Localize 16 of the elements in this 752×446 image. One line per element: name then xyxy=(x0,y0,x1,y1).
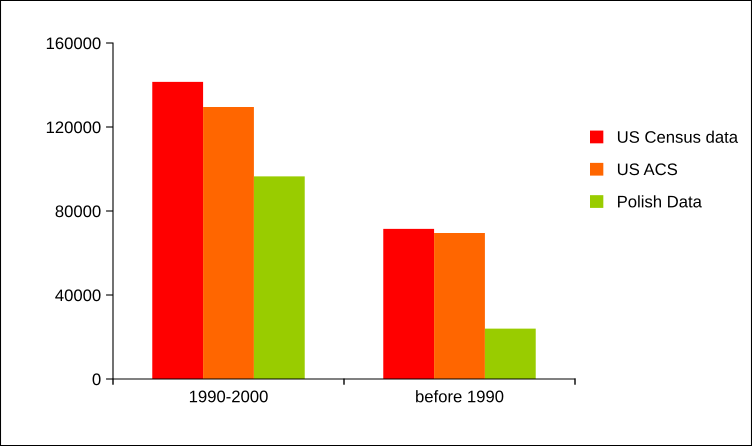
bar xyxy=(434,233,485,379)
x-tick-label: 1990-2000 xyxy=(190,390,268,402)
bar xyxy=(383,228,434,379)
x-tick-label: before 1990 xyxy=(416,390,504,402)
y-tick-label: 120000 xyxy=(46,121,101,134)
bar xyxy=(254,176,305,379)
y-tick-label: 80000 xyxy=(56,205,101,218)
legend-label: Polish Data xyxy=(618,195,702,208)
y-tick-label: 40000 xyxy=(55,289,101,302)
legend-label: US ACS xyxy=(618,163,678,176)
bar xyxy=(203,107,254,379)
bar xyxy=(152,82,204,379)
legend-label: US Census data xyxy=(618,130,738,143)
y-tick-label: 0 xyxy=(92,373,101,386)
y-tick-label: 160000 xyxy=(46,37,101,50)
bar xyxy=(484,328,536,379)
